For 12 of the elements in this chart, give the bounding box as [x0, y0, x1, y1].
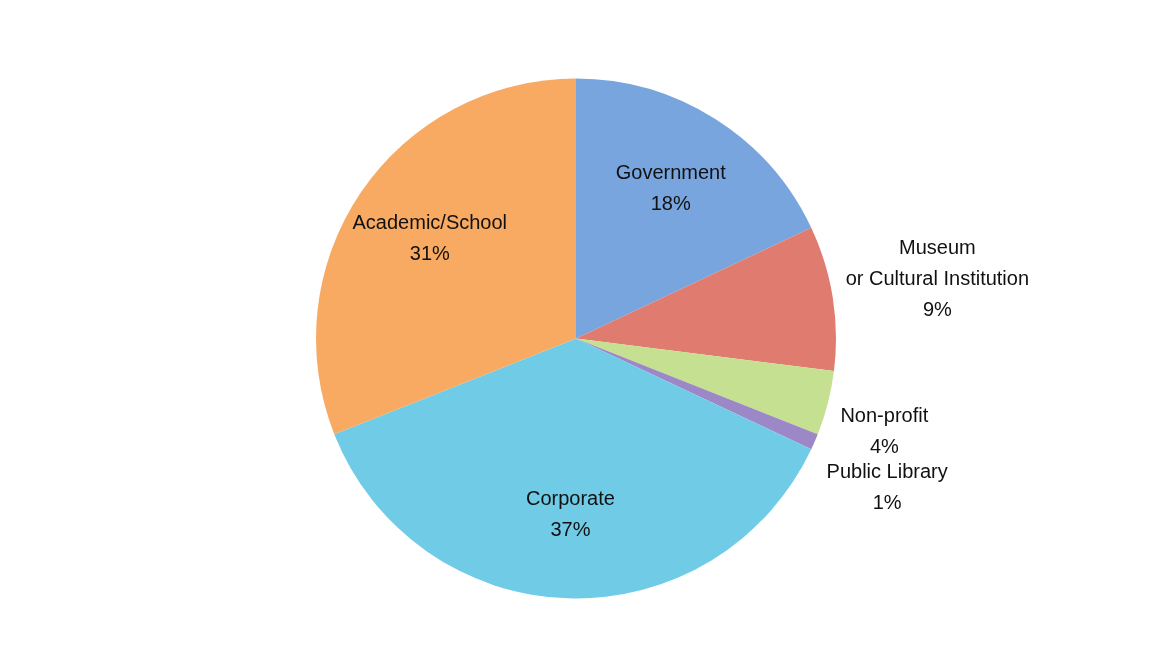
slice-label: Public Library — [826, 460, 948, 483]
data-label: 31% — [409, 242, 450, 265]
data-label: 4% — [869, 435, 899, 458]
slice-label: Non-profit — [840, 404, 929, 427]
slice-label: Academic/School — [352, 211, 508, 234]
slice-label: Government — [615, 161, 727, 184]
data-label: 9% — [922, 298, 953, 321]
slice-label: Museum or Cultural Institution — [845, 236, 1030, 290]
data-label: 18% — [650, 192, 691, 215]
data-label: 37% — [550, 518, 591, 541]
slice-label: Corporate — [525, 487, 615, 510]
data-label: 1% — [872, 491, 902, 514]
